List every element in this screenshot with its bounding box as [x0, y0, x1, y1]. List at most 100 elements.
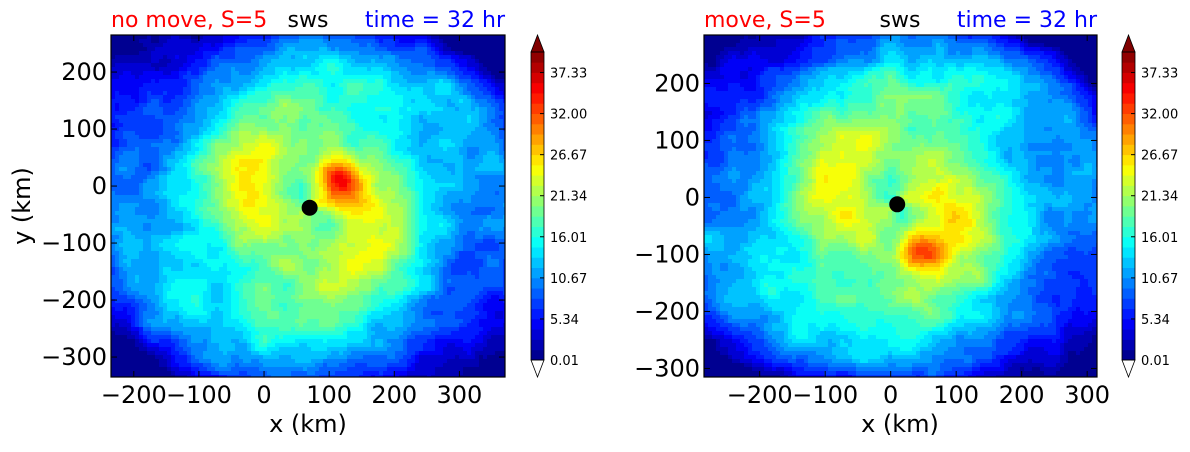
- field-cell: [411, 71, 416, 76]
- field-cell: [275, 55, 280, 60]
- field-cell: [111, 55, 116, 60]
- field-cell: [371, 35, 376, 40]
- field-cell: [247, 135, 252, 140]
- field-cell: [187, 59, 192, 64]
- field-cell: [287, 187, 292, 192]
- field-cell: [495, 183, 500, 188]
- field-cell: [235, 39, 240, 44]
- field-cell: [463, 119, 468, 124]
- field-cell: [307, 79, 312, 84]
- field-cell: [359, 139, 364, 144]
- field-cell: [279, 111, 284, 116]
- field-cell: [187, 139, 192, 144]
- field-cell: [439, 91, 444, 96]
- field-cell: [219, 51, 224, 56]
- field-cell: [383, 95, 388, 100]
- field-cell: [443, 111, 448, 116]
- field-cell: [183, 79, 188, 84]
- field-cell: [163, 91, 168, 96]
- field-cell: [471, 147, 476, 152]
- field-cell: [391, 195, 396, 200]
- field-cell: [391, 71, 396, 76]
- field-cell: [239, 107, 244, 112]
- field-cell: [239, 35, 244, 40]
- field-cell: [383, 107, 388, 112]
- field-cell: [191, 99, 196, 104]
- field-cell: [419, 143, 424, 148]
- field-cell: [215, 207, 220, 212]
- field-cell: [479, 175, 484, 180]
- field-cell: [183, 99, 188, 104]
- field-cell: [151, 115, 156, 120]
- field-cell: [455, 75, 460, 80]
- field-cell: [119, 151, 124, 156]
- field-cell: [123, 171, 128, 176]
- field-cell: [351, 187, 356, 192]
- field-cell: [271, 171, 276, 176]
- field-cell: [427, 59, 432, 64]
- field-cell: [291, 163, 296, 168]
- field-cell: [471, 231, 476, 236]
- field-cell: [439, 171, 444, 176]
- field-cell: [351, 91, 356, 96]
- field-cell: [111, 223, 116, 228]
- field-cell: [155, 71, 160, 76]
- field-cell: [355, 43, 360, 48]
- field-cell: [267, 223, 272, 228]
- field-cell: [283, 67, 288, 72]
- field-cell: [263, 39, 268, 44]
- field-cell: [439, 79, 444, 84]
- field-cell: [227, 219, 232, 224]
- field-cell: [123, 231, 128, 236]
- field-cell: [315, 163, 320, 168]
- field-cell: [503, 47, 505, 52]
- field-cell: [475, 199, 480, 204]
- field-cell: [479, 119, 484, 124]
- field-cell: [227, 67, 232, 72]
- field-cell: [351, 139, 356, 144]
- field-cell: [187, 103, 192, 108]
- field-cell: [159, 103, 164, 108]
- field-cell: [491, 191, 496, 196]
- field-cell: [399, 63, 404, 68]
- field-cell: [415, 131, 420, 136]
- field-cell: [143, 87, 148, 92]
- field-cell: [227, 119, 232, 124]
- field-cell: [387, 79, 392, 84]
- field-cell: [167, 115, 172, 120]
- field-cell: [151, 127, 156, 132]
- field-cell: [155, 171, 160, 176]
- field-cell: [175, 203, 180, 208]
- field-cell: [331, 191, 336, 196]
- field-cell: [403, 107, 408, 112]
- field-cell: [263, 187, 268, 192]
- field-cell: [143, 231, 148, 236]
- field-cell: [319, 123, 324, 128]
- field-cell: [167, 151, 172, 156]
- field-cell: [175, 143, 180, 148]
- field-cell: [339, 91, 344, 96]
- field-cell: [415, 59, 420, 64]
- field-cell: [375, 147, 380, 152]
- field-cell: [123, 83, 128, 88]
- field-cell: [415, 35, 420, 40]
- field-cell: [119, 223, 124, 228]
- field-cell: [179, 43, 184, 48]
- field-cell: [295, 135, 300, 140]
- field-cell: [223, 87, 228, 92]
- field-cell: [311, 135, 316, 140]
- field-cell: [203, 171, 208, 176]
- field-cell: [207, 119, 212, 124]
- field-cell: [151, 35, 156, 40]
- field-cell: [315, 175, 320, 180]
- field-cell: [419, 39, 424, 44]
- field-cell: [291, 75, 296, 80]
- field-cell: [111, 171, 116, 176]
- field-cell: [459, 39, 464, 44]
- field-cell: [475, 227, 480, 232]
- field-cell: [491, 195, 496, 200]
- field-cell: [427, 187, 432, 192]
- field-cell: [339, 135, 344, 140]
- field-cell: [331, 39, 336, 44]
- field-cell: [487, 203, 492, 208]
